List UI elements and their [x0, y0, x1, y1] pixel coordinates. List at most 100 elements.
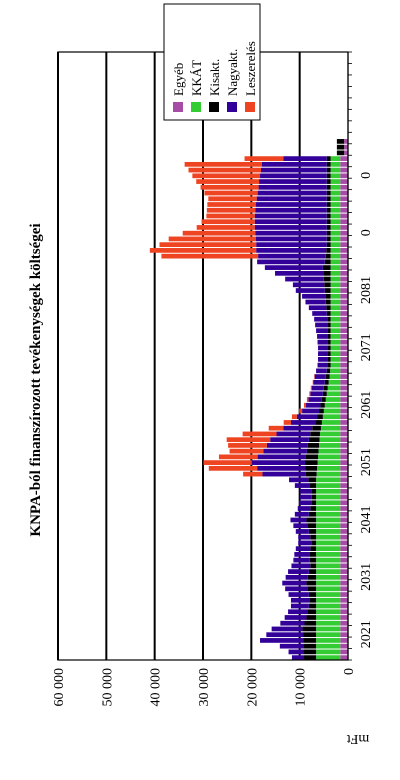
legend-label: KKÁT	[189, 60, 204, 96]
bar-segment-2	[326, 248, 331, 253]
bar-segment-1	[316, 488, 341, 494]
bar-segment-0	[340, 615, 348, 620]
bar-segment-0	[340, 414, 348, 420]
bar-segment-3	[317, 334, 328, 339]
bar-segment-3	[256, 242, 327, 248]
bar-segment-0	[340, 334, 348, 339]
bar-segment-4	[306, 397, 309, 402]
bar-segment-3	[260, 638, 304, 643]
bar-segment-3	[308, 305, 327, 311]
bar-segment-3	[257, 454, 306, 460]
bar-segment-3	[258, 253, 326, 259]
bar-segment-1	[330, 190, 341, 196]
bar-segment-0	[340, 448, 348, 454]
bar-segment-2	[309, 552, 317, 557]
bar-segment-0	[340, 632, 348, 638]
bar-segment-1	[316, 626, 341, 632]
bar-segment-1	[330, 328, 341, 334]
bar-segment-2	[310, 431, 320, 437]
bar-segment-0	[340, 293, 348, 299]
bar-segment-0	[340, 368, 348, 374]
bar-segment-4	[208, 465, 258, 471]
y-tick-label: 40 000	[149, 668, 164, 707]
bar-segment-0	[340, 253, 348, 259]
bar-segment-3	[313, 379, 325, 385]
bar-segment-1	[320, 425, 341, 431]
bar-segment-1	[330, 248, 341, 253]
bar-segment-2	[312, 425, 321, 431]
bar-segment-1	[316, 523, 341, 529]
bar-segment-0	[340, 638, 348, 643]
bar-segment-1	[316, 615, 341, 620]
bar-segment-2	[321, 397, 326, 402]
bar-segment-1	[330, 253, 341, 259]
bar-segment-1	[316, 580, 341, 586]
x-tick-label: 2041	[359, 505, 374, 533]
bar-segment-0	[340, 563, 348, 569]
bar-segment-2	[326, 161, 331, 167]
bar-segment-0	[340, 488, 348, 494]
bar-segment-0	[340, 328, 348, 334]
y-axis-label: mFt	[347, 731, 370, 746]
bar-segment-3	[256, 196, 327, 202]
bar-segment-0	[340, 190, 348, 196]
bar-segment-0	[340, 626, 348, 632]
bar-segment-2	[307, 609, 317, 615]
legend-swatch	[227, 102, 237, 112]
bar-segment-2	[326, 173, 331, 179]
bar-segment-1	[318, 448, 341, 454]
bar-segment-0	[340, 454, 348, 460]
bar-segment-0	[344, 150, 348, 156]
bar-segment-1	[316, 592, 341, 597]
bar-segment-3	[288, 649, 305, 655]
bar-segment-0	[340, 402, 348, 408]
bar-segment-2	[305, 465, 318, 471]
y-tick-label: 20 000	[245, 668, 260, 707]
bar-segment-3	[279, 643, 305, 649]
bar-segment-0	[340, 465, 348, 471]
bar-segment-2	[326, 305, 331, 311]
y-tick-label: 30 000	[197, 668, 212, 707]
bar-segment-4	[309, 391, 311, 397]
bar-segment-2	[320, 402, 325, 408]
bar-segment-2	[310, 546, 317, 552]
bar-segment-3	[318, 345, 328, 351]
bar-segment-1	[330, 259, 341, 265]
bar-segment-2	[304, 655, 317, 660]
bar-segment-3	[288, 609, 308, 615]
bar-segment-0	[340, 282, 348, 288]
bar-segment-3	[285, 586, 308, 592]
bar-segment-1	[330, 184, 341, 190]
bar-segment-1	[330, 293, 341, 299]
bar-segment-2	[324, 259, 331, 265]
bar-segment-1	[323, 408, 341, 414]
bar-segment-2	[317, 414, 323, 420]
bar-segment-3	[257, 259, 325, 265]
legend-label: Nagyakt.	[225, 49, 240, 96]
bar-segment-1	[316, 638, 341, 643]
bar-segment-0	[340, 597, 348, 603]
bar-segment-2	[304, 620, 317, 626]
bar-segment-0	[340, 649, 348, 655]
bar-segment-3	[293, 523, 308, 529]
bar-segment-3	[297, 506, 311, 511]
bar-segment-3	[259, 179, 327, 184]
bar-segment-2	[327, 316, 331, 322]
bar-segment-4	[243, 471, 263, 477]
bar-segment-3	[275, 270, 324, 276]
bar-segment-2	[323, 276, 331, 282]
bar-segment-0	[340, 202, 348, 207]
bar-segment-1	[330, 156, 341, 161]
bar-segment-0	[340, 259, 348, 265]
bar-segment-1	[330, 311, 341, 316]
bar-segment-0	[340, 569, 348, 574]
bar-segment-0	[340, 339, 348, 345]
bar-segment-2	[327, 362, 331, 368]
bar-segment-1	[316, 574, 341, 580]
bar-segment-0	[340, 580, 348, 586]
bar-segment-2	[326, 156, 331, 161]
bar-segment-4	[228, 443, 267, 448]
axes	[57, 51, 352, 661]
x-tick-label: 0	[359, 172, 374, 179]
bar-segment-2	[306, 517, 317, 523]
